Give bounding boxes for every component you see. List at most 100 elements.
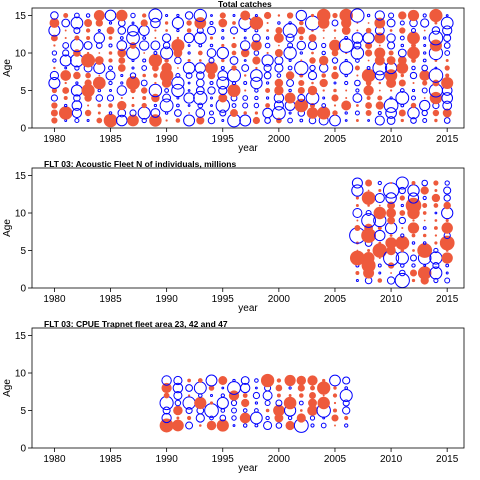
bubble-negative [199,424,202,427]
bubble-negative [309,57,316,64]
bubble-negative [386,56,396,65]
bubble-negative [356,249,359,252]
bubble-negative [399,195,405,201]
bubble-positive [441,92,454,104]
bubble-positive [423,44,427,47]
bubble-negative [228,390,240,401]
bubble-positive [399,269,406,277]
bubble-negative [108,103,113,108]
bubble-positive [173,375,183,386]
x-tick-label: 1990 [156,134,179,145]
bubble-negative [96,117,103,124]
bubble-positive [262,107,273,119]
bubble-negative [386,208,397,218]
x-tick-label: 2005 [324,134,347,145]
bubble-negative [266,29,270,32]
bubble-positive [399,20,405,26]
bubble-negative [364,223,373,233]
bubble-negative [173,405,183,416]
bubble-negative [177,67,179,69]
bubble-negative [422,211,427,215]
bubble-negative [410,102,417,109]
bubble-negative [49,18,60,28]
bubble-positive [176,103,180,108]
bubble-negative [116,9,128,22]
bubble-positive [85,13,91,18]
bubble-negative [309,392,316,399]
bubble-negative [231,42,237,49]
bubble-negative [277,14,281,17]
bubble-negative [298,79,305,87]
bubble-positive [231,80,237,86]
bubble-negative [365,27,372,34]
bubble-positive [252,33,261,43]
bubble-negative [407,31,420,45]
bubble-negative [274,78,284,88]
bubble-negative [197,378,203,383]
bubble-positive [242,408,248,413]
bubble-negative [356,29,359,32]
bubble-negative [92,76,106,90]
bubble-positive [153,103,158,108]
bubble-positive [126,31,140,45]
bubble-positive [307,70,318,81]
bubble-negative [378,204,381,207]
bubble-negative [355,204,359,207]
bubble-negative [131,103,135,108]
bubble-negative [288,394,292,397]
x-axis-label: year [238,303,258,314]
bubble-negative [355,271,360,275]
bubble-negative [316,8,331,23]
bubble-positive [265,36,270,40]
bubble-positive [49,70,60,81]
bubble-negative [186,28,192,33]
bubble-negative [275,384,283,392]
bubble-positive [377,263,382,268]
plot-frame [31,7,465,129]
bubble-positive [285,33,295,43]
y-tick-label: 10 [15,209,27,220]
bubble-negative [434,219,438,222]
x-tick-label: 2015 [436,454,459,465]
bubble-positive [277,21,281,25]
bubble-negative [209,401,214,405]
bubble-positive [175,72,181,79]
bubble-positive [275,399,283,407]
bubble-positive [254,401,258,405]
bubble-positive [411,65,416,71]
bubble-positive [193,31,207,45]
bubble-negative [94,56,104,65]
bubble-negative [307,405,318,416]
bubble-positive [109,89,112,92]
bubble-negative [300,59,303,62]
bubble-negative [278,44,280,47]
bubble-negative [171,38,185,53]
bubble-positive [208,57,215,64]
x-tick-label: 1990 [156,294,179,305]
bubble-negative [374,17,386,29]
bubble-negative [331,414,339,422]
bubble-positive [264,42,271,49]
bubble-negative [242,393,248,398]
bubble-positive [131,21,135,25]
bubble-positive [185,72,193,79]
bubble-positive [342,399,350,407]
plot-frame [31,167,465,289]
bubble-negative [197,50,203,56]
bubble-positive [431,26,441,35]
bubble-positive [263,63,272,73]
bubble-negative [187,415,192,421]
bubble-positive [310,423,315,428]
bubble-positive [421,64,429,72]
bubble-positive [253,50,260,56]
bubble-negative [297,384,305,392]
bubble-positive [73,27,81,34]
bubble-negative [153,73,158,78]
bubble-negative [265,408,270,413]
bubble-negative [294,98,309,113]
bubble-positive [141,65,148,71]
bubble-positive [331,19,339,27]
bubble-positive [274,55,284,66]
bubble-positive [273,100,284,111]
bubble-positive [407,184,420,197]
